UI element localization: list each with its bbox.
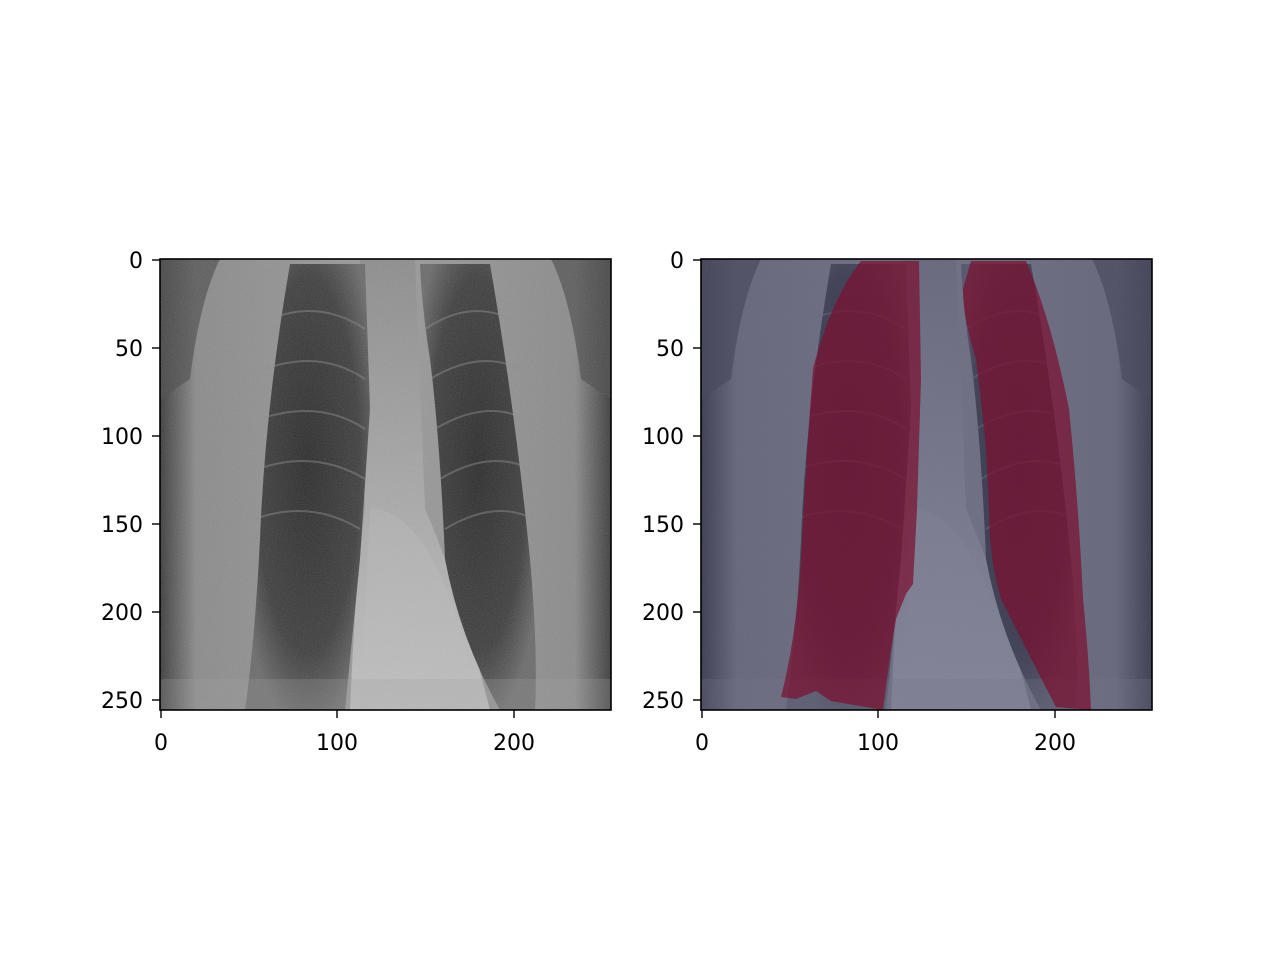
y-tick-label: 100 [642, 425, 684, 450]
panel-original-xray: 0 50 100 150 200 250 0 100 200 [101, 249, 611, 756]
y-axis-right [693, 259, 701, 701]
x-tick-label: 100 [316, 731, 358, 756]
y-tick-label: 200 [101, 601, 143, 626]
y-tick-label: 0 [129, 249, 143, 274]
y-tick-label: 50 [656, 337, 684, 362]
panel-segmentation-overlay: 0 50 100 150 200 250 0 100 200 [642, 249, 1152, 756]
y-tick-label: 100 [101, 425, 143, 450]
y-tick-label: 150 [101, 513, 143, 538]
y-axis-left [152, 259, 160, 701]
x-axis-left [160, 710, 515, 718]
y-tick-label: 50 [115, 337, 143, 362]
y-tick-label: 200 [642, 601, 684, 626]
lung-mask-right [781, 261, 921, 710]
x-tick-label: 200 [1034, 731, 1076, 756]
x-axis-right [701, 710, 1056, 718]
xray-image [160, 259, 611, 710]
axes-frame-left [159, 258, 612, 711]
x-tick-label: 0 [695, 731, 709, 756]
y-tick-label: 250 [642, 689, 684, 714]
y-tick-label: 250 [101, 689, 143, 714]
x-tick-label: 200 [493, 731, 535, 756]
x-tick-label: 0 [154, 731, 168, 756]
axes-frame-right [700, 258, 1153, 711]
y-tick-label: 0 [670, 249, 684, 274]
x-tick-label: 100 [857, 731, 899, 756]
y-tick-label: 150 [642, 513, 684, 538]
lung-mask-left [963, 261, 1091, 710]
